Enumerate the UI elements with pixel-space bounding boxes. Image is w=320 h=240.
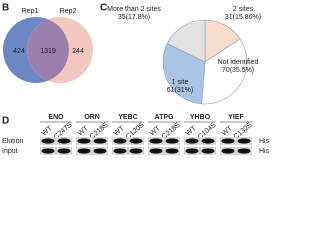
blot-band	[221, 148, 235, 154]
figure: B Rep1 Rep2 424 1319 244 C D Elution Inp…	[2, 3, 270, 155]
slice-label: 2 sites	[233, 6, 254, 13]
blot-box	[184, 147, 216, 155]
panel-label: D	[2, 116, 9, 127]
blot-band	[41, 148, 55, 154]
protein-name: ORN	[84, 114, 100, 121]
protein-name: YHBO	[190, 114, 211, 121]
blot-band	[113, 148, 127, 154]
region-count: 1319	[40, 48, 56, 55]
protein-name: YIEF	[228, 114, 244, 121]
panel-label: B	[2, 3, 9, 14]
row-label: Elution	[2, 138, 24, 145]
protein-name: YEBC	[118, 114, 137, 121]
pie-slice	[162, 43, 206, 105]
set-label: Rep1	[22, 8, 39, 15]
blot-box	[76, 147, 108, 155]
blot-box	[40, 147, 72, 155]
blot-box	[76, 137, 108, 145]
blot-box	[112, 137, 144, 145]
protein-name: ATPG	[155, 114, 174, 121]
blot-band	[149, 148, 163, 154]
page: B Rep1 Rep2 424 1319 244 C D Elution Inp…	[2, 2, 270, 155]
blot-band	[185, 148, 199, 154]
blot-box	[184, 137, 216, 145]
blot-band	[237, 148, 251, 154]
protein-name: ENO	[48, 114, 64, 121]
region-count: 244	[72, 48, 84, 55]
blot-band	[149, 138, 163, 144]
region-count: 424	[13, 48, 25, 55]
slice-value: 70(35.5%)	[222, 67, 254, 74]
pie-slice	[166, 19, 206, 63]
blot-band	[221, 138, 235, 144]
marker-label: His	[259, 138, 270, 145]
blot-box	[148, 137, 180, 145]
row-label: Input	[2, 148, 18, 155]
marker-label: His	[259, 148, 270, 155]
blot-box	[112, 147, 144, 155]
slice-value: 35(17.8%)	[118, 14, 150, 21]
panel-label: C	[100, 3, 107, 14]
blot-band	[57, 138, 71, 144]
blot-band	[93, 138, 107, 144]
blot-band	[129, 148, 143, 154]
slice-value: 31(15.86%)	[225, 14, 261, 21]
blot-box	[220, 137, 252, 145]
blot-band	[185, 138, 199, 144]
blot-band	[93, 148, 107, 154]
blot-band	[129, 138, 143, 144]
pie-slice	[201, 38, 248, 105]
blot-band	[201, 138, 215, 144]
blot-band	[113, 138, 127, 144]
venn-overlap	[27, 19, 69, 81]
blot-box	[148, 147, 180, 155]
slice-label: Not identified	[218, 59, 259, 66]
blot-band	[165, 138, 179, 144]
blot-band	[237, 138, 251, 144]
blot-band	[77, 138, 91, 144]
slice-label: More than 2 sites	[107, 6, 161, 13]
blot-band	[201, 148, 215, 154]
blot-band	[41, 138, 55, 144]
slice-label: 1 site	[172, 79, 189, 86]
set-label: Rep2	[60, 8, 77, 15]
blot-band	[77, 148, 91, 154]
blot-box	[220, 147, 252, 155]
blot-band	[57, 148, 71, 154]
slice-value: 61(31%)	[167, 87, 193, 94]
blot-band	[165, 148, 179, 154]
blot-box	[40, 137, 72, 145]
